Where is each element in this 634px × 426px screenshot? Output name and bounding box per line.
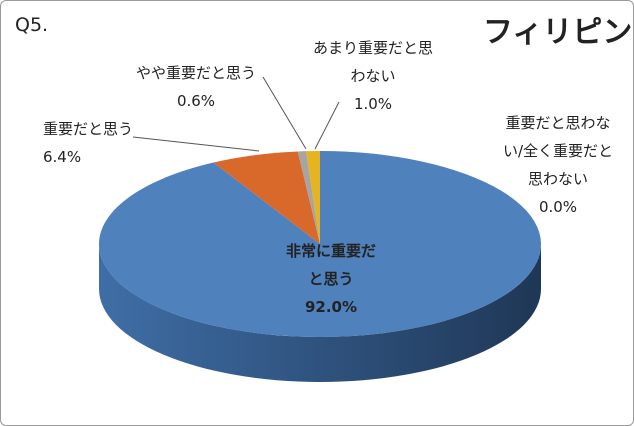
category-label: 重要だと思わない/全く重要だと思わない xyxy=(502,114,614,188)
pie-slice xyxy=(297,151,320,244)
data-label: あまり重要だと思わない 1.0% xyxy=(309,34,437,118)
data-label: 重要だと思う 6.4% xyxy=(43,115,153,171)
data-label: やや重要だと思う 0.6% xyxy=(131,59,261,115)
value-label: 1.0% xyxy=(353,95,393,113)
value-label: 0.6% xyxy=(176,92,216,110)
value-label: 92.0% xyxy=(304,298,358,316)
category-label: 重要だと思う xyxy=(43,120,134,138)
pie-slice xyxy=(306,151,320,244)
leader-line xyxy=(132,136,260,152)
pie-slice xyxy=(213,151,320,244)
category-label: 非常に重要だと思う xyxy=(285,242,376,288)
value-label: 0.0% xyxy=(538,198,578,216)
leader-line xyxy=(314,101,340,150)
chart-title: フィリピン xyxy=(483,15,633,50)
data-label: 重要だと思わない/全く重要だと思わない 0.0% xyxy=(497,109,619,221)
value-label: 6.4% xyxy=(43,148,82,166)
data-label: 非常に重要だと思う 92.0% xyxy=(281,237,381,321)
pie-side xyxy=(99,244,541,382)
category-label: あまり重要だと思わない xyxy=(312,39,433,85)
category-label: やや重要だと思う xyxy=(135,64,256,82)
question-label: Q5. xyxy=(15,14,49,36)
leader-line xyxy=(262,76,307,150)
